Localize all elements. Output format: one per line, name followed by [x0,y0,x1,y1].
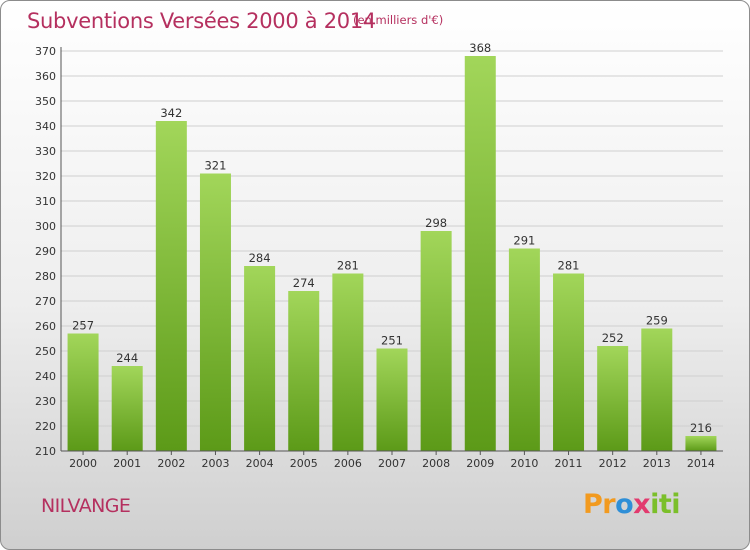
x-tick-label: 2000 [69,457,97,470]
logo-part-2: o [615,489,634,520]
value-label: 291 [513,234,535,248]
x-tick-label: 2006 [334,457,362,470]
y-tick-label: 370 [35,45,56,58]
municipality-name: NILVANGE [41,495,131,517]
value-label: 281 [558,259,580,273]
x-tick-label: 2003 [201,457,229,470]
y-tick-label: 360 [35,70,56,83]
x-tick-label: 2008 [422,457,450,470]
chart-unit: (en milliers d'€) [353,13,444,27]
x-tick-label: 2007 [378,457,406,470]
x-tick-label: 2012 [599,457,627,470]
y-tick-label: 330 [35,145,56,158]
y-tick-label: 320 [35,170,56,183]
value-label: 251 [381,334,403,348]
value-label: 298 [425,216,447,230]
chart-title: Subventions Versées 2000 à 2014 [27,9,376,33]
proxiti-logo: Proxiti [583,489,681,520]
bar-2013 [641,328,673,451]
bar-2008 [420,231,452,451]
y-tick-label: 300 [35,220,56,233]
y-tick-label: 260 [35,320,56,333]
value-label: 368 [469,41,491,55]
bar-2004 [244,266,276,451]
x-tick-label: 2011 [555,457,583,470]
x-tick-label: 2010 [510,457,538,470]
x-tick-label: 2009 [466,457,494,470]
logo-part-1: Pr [583,489,616,520]
x-tick-label: 2004 [246,457,274,470]
bar-2005 [288,291,320,451]
bar-2009 [464,56,496,451]
x-tick-label: 2014 [687,457,715,470]
y-tick-label: 310 [35,195,56,208]
x-tick-label: 2002 [157,457,185,470]
y-tick-label: 340 [35,120,56,133]
value-label: 257 [72,319,94,333]
value-label: 342 [160,106,182,120]
value-label: 252 [602,331,624,345]
logo-part-3: x [633,489,651,520]
value-label: 274 [293,276,315,290]
y-tick-label: 230 [35,395,56,408]
bar-2000 [67,333,99,451]
bar-2011 [553,273,585,451]
bar-2014 [685,436,717,451]
bar-2001 [111,366,143,451]
y-tick-label: 250 [35,345,56,358]
bar-2003 [199,173,231,451]
y-tick-label: 240 [35,370,56,383]
value-label: 281 [337,259,359,273]
value-label: 321 [204,159,226,173]
y-tick-label: 280 [35,270,56,283]
bar-2012 [597,346,629,451]
logo-part-4: iti [650,489,681,520]
y-tick-label: 290 [35,245,56,258]
bar-2006 [332,273,364,451]
x-tick-label: 2005 [290,457,318,470]
bar-2002 [155,121,187,451]
bar-2007 [376,348,408,451]
value-label: 244 [116,351,138,365]
x-tick-label: 2001 [113,457,141,470]
x-tick-label: 2013 [643,457,671,470]
y-tick-label: 220 [35,420,56,433]
value-label: 284 [249,251,271,265]
y-tick-label: 350 [35,95,56,108]
bar-2010 [508,248,540,451]
value-label: 259 [646,314,668,328]
value-label: 216 [690,421,712,435]
y-tick-label: 270 [35,295,56,308]
y-tick-label: 210 [35,445,56,458]
